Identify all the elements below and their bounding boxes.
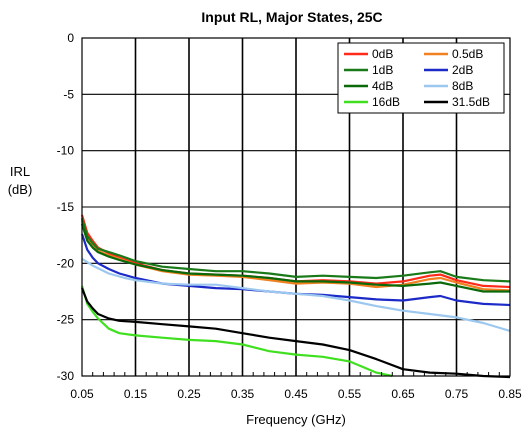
y-tick-label: -15 <box>57 200 75 214</box>
legend-label: 16dB <box>372 95 400 109</box>
x-tick-label: 0.25 <box>177 387 201 401</box>
y-tick-label: -5 <box>63 87 74 101</box>
series-layer <box>80 214 511 379</box>
series-line-8dB <box>81 257 511 332</box>
series-line-1dB <box>80 217 511 283</box>
tick-layer: 0.05 0.15 0.25 0.35 0.45 0.55 0.65 0.75 0.85 0 -5 -… <box>57 31 522 401</box>
y-tick-label: 0 <box>67 31 74 45</box>
legend-label: 1dB <box>372 63 393 77</box>
legend-label: 8dB <box>452 79 473 93</box>
y-tick-label: -20 <box>57 256 75 270</box>
series-line-31-5dB <box>80 287 511 379</box>
legend-label: 0dB <box>372 47 393 61</box>
x-tick-label: 0.75 <box>445 387 469 401</box>
chart-title: Input RL, Major States, 25C <box>201 9 382 25</box>
legend-label: 31.5dB <box>452 95 490 109</box>
legend-label: 4dB <box>372 79 393 93</box>
y-tick-label: -25 <box>57 313 75 327</box>
series-line-4dB <box>80 223 510 293</box>
y-tick-label: -30 <box>57 369 75 383</box>
y-axis-label-line-2: (dB) <box>8 182 33 197</box>
x-tick-label: 0.45 <box>284 387 308 401</box>
legend-label: 0.5dB <box>452 47 483 61</box>
x-axis-label: Frequency (GHz) <box>246 412 346 427</box>
x-tick-label: 0.15 <box>124 387 148 401</box>
series-line-0-5dB <box>80 220 511 292</box>
x-tick-label: 0.05 <box>70 387 94 401</box>
series-line-16dB <box>80 285 393 378</box>
y-axis-label-line-1: IRL <box>10 164 30 179</box>
x-tick-label: 0.35 <box>231 387 255 401</box>
x-tick-label: 0.65 <box>391 387 415 401</box>
legend-label: 2dB <box>452 63 473 77</box>
x-tick-label: 0.85 <box>498 387 522 401</box>
y-tick-label: -10 <box>57 144 75 158</box>
legend: 0dB 0.5dB 1dB 2dB 4dB 8dB 16dB 31.5dB <box>337 42 505 114</box>
x-tick-label: 0.55 <box>338 387 362 401</box>
